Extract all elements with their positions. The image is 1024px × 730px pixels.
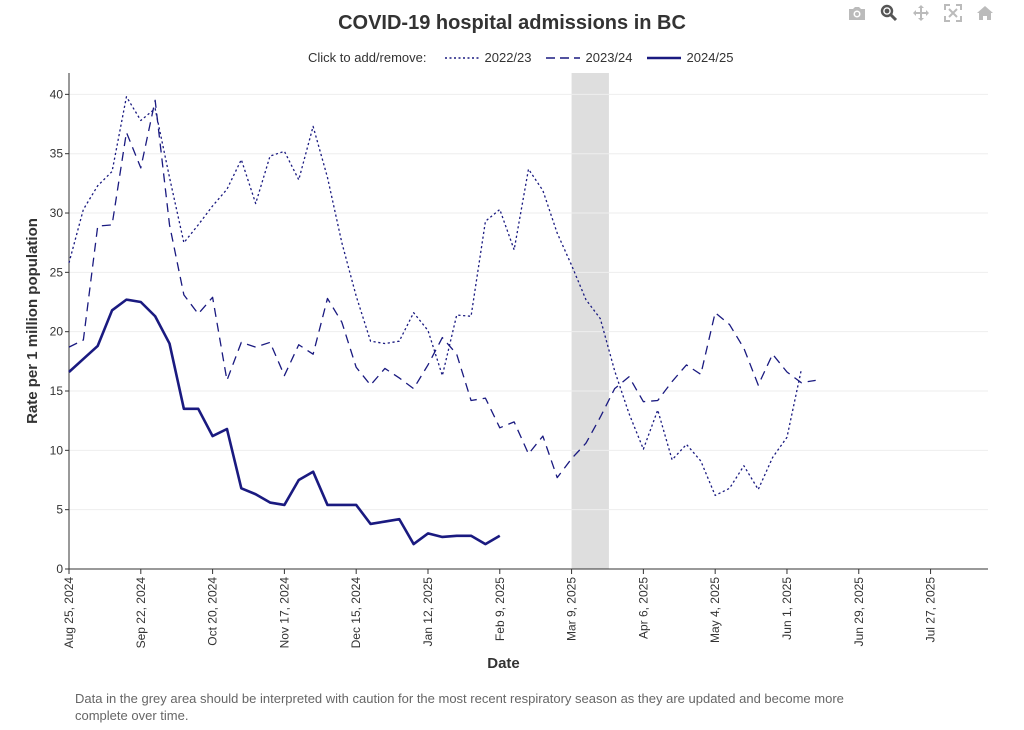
y-tick-label: 25 (50, 265, 64, 279)
x-tick-label: Jun 1, 2025 (780, 577, 794, 640)
x-tick-label: Aug 25, 2024 (62, 577, 76, 649)
x-tick-label: Dec 15, 2024 (349, 577, 363, 649)
series-line-2024-25 (68, 298, 501, 546)
x-tick-label: Jul 27, 2025 (924, 577, 938, 643)
legend-item-2022-23[interactable]: 2022/23 (444, 50, 532, 65)
x-tick-label: Feb 9, 2025 (493, 577, 507, 641)
chart-title: COVID-19 hospital admissions in BC (338, 12, 686, 34)
y-tick-label: 35 (50, 147, 64, 161)
autoscale-icon[interactable] (942, 2, 964, 24)
x-tick-label: May 4, 2025 (708, 577, 722, 643)
legend-label-2024-25: 2024/25 (686, 50, 734, 65)
x-axis-title: Date (487, 655, 520, 672)
x-tick-label: Mar 9, 2025 (565, 577, 579, 641)
legend-label-2022-23: 2022/23 (484, 50, 532, 65)
y-tick-label: 10 (50, 443, 64, 457)
pan-icon[interactable] (910, 2, 932, 24)
x-tick-label: Sep 22, 2024 (134, 577, 148, 649)
y-tick-label: 0 (56, 562, 63, 576)
x-tick-label: Jan 12, 2025 (421, 577, 435, 647)
caution-shaded-region (571, 73, 609, 569)
home-icon[interactable] (974, 2, 996, 24)
series-line-2022-23 (68, 96, 802, 497)
camera-icon[interactable] (846, 2, 868, 24)
y-axis-title: Rate per 1 million population (24, 218, 41, 424)
caution-note: Data in the grey area should be interpre… (75, 691, 844, 723)
y-tick-label: 40 (50, 87, 64, 101)
y-tick-label: 20 (50, 325, 64, 339)
series-line-2023-24 (68, 99, 816, 479)
legend-swatch-dashed (545, 56, 580, 59)
x-tick-label: Apr 6, 2025 (636, 577, 650, 639)
y-tick-label: 15 (50, 384, 64, 398)
y-tick-label: 30 (50, 206, 64, 220)
legend-swatch-dotted (444, 56, 479, 59)
zoom-icon[interactable] (878, 2, 900, 24)
legend-item-2023-24[interactable]: 2023/24 (545, 50, 633, 65)
legend-swatch-solid (646, 56, 681, 59)
legend-label-2023-24: 2023/24 (585, 50, 633, 65)
legend: Click to add/remove: 2022/23 2023/24 202… (308, 50, 748, 65)
legend-hint: Click to add/remove: (308, 50, 427, 65)
line-chart: 0 5 10 15 20 25 30 35 40 Aug 25, 2024 Sep 22, 2024… (24, 73, 988, 672)
x-tick-label: Oct 20, 2024 (206, 577, 220, 646)
x-tick-label: Nov 17, 2024 (277, 577, 291, 649)
modebar (846, 2, 996, 24)
x-tick-label: Jun 29, 2025 (852, 577, 866, 647)
legend-item-2024-25[interactable]: 2024/25 (646, 50, 734, 65)
y-tick-label: 5 (56, 503, 63, 517)
